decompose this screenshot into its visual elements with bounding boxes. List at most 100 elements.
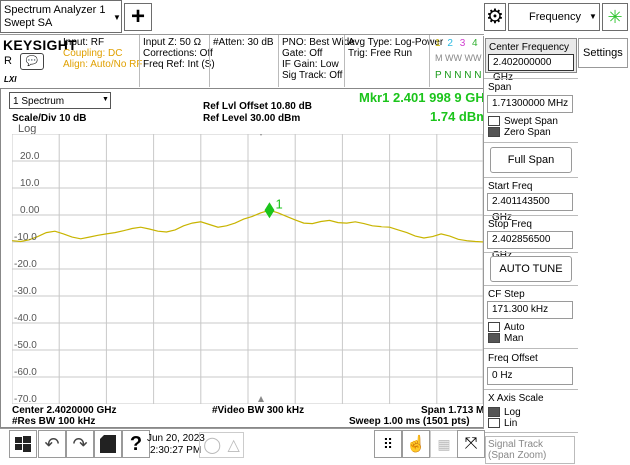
gate-status: Gate: Off [282,48,323,59]
ref-level-offset: Ref Lvl Offset 10.80 dB [203,101,312,112]
screen-name: 1 Spectrum [13,96,65,107]
date-display: Jun 20, 2023 [147,433,205,444]
fullscreen-button[interactable]: ⤧ [457,430,485,458]
trace-types: M WW WW W [435,53,493,63]
spinner-icon: ✳ [607,6,623,27]
span-value: 1.71300000 MHz [492,98,569,109]
local-button[interactable]: 💬 [20,53,44,70]
windows-start-button[interactable] [9,430,37,458]
layout-grid-button[interactable]: ⠿ [374,430,402,458]
center-freq-value: 2.402000000 GHz [493,57,552,83]
start-freq-label: Start Freq [488,181,533,192]
center-freq-field[interactable]: 2.402000000 GHz [488,54,574,83]
trace-3-number: 3 [459,38,468,49]
title-line1: Spectrum Analyzer 1 [4,4,106,16]
y-axis-ticks: 20.0 10.0 0.00 -10.0 -20.0 -30.0 -40.0 -… [2,134,42,405]
stop-freq-field[interactable]: 2.402856500 GHz [487,231,573,261]
graticule-grid [12,134,484,404]
y-tick: -70.0 [14,394,37,405]
settings-tab[interactable]: Settings [578,38,628,68]
y-tick: 0.00 [20,205,40,216]
start-freq-field[interactable]: 2.401143500 GHz [487,193,573,223]
stop-freq-label: Stop Freq [488,219,532,230]
coupling-status: Coupling: DC [63,48,123,59]
full-span-button[interactable]: Full Span [490,147,572,173]
file-button[interactable] [94,430,122,458]
trace-1-number: 1 [435,38,443,49]
y-tick: -60.0 [14,367,37,378]
x-axis-log-label: Log [504,407,521,418]
span-readout: Span 1.713 MHz [421,405,497,416]
zero-span-radio[interactable] [488,127,500,137]
settings-tab-label: Settings [583,47,623,59]
swept-span-radio[interactable] [488,116,500,126]
plus-icon: + [130,3,145,30]
cf-step-auto-label: Auto [504,322,525,333]
avg-type-status: Avg Type: Log-Power [348,37,444,48]
screen-name-dropdown[interactable]: 1 Spectrum ▼ [9,92,111,109]
video-bw-readout: #Video BW 300 kHz [212,405,305,416]
touch-button[interactable]: ☝ [402,430,430,458]
sig-track-status: Sig Track: Off [282,70,343,81]
system-settings-button[interactable]: ⚙ [484,3,506,31]
help-button[interactable]: ? [122,430,150,458]
mode-menu-dropdown[interactable]: Frequency ▼ [508,3,600,31]
spectrum-window[interactable] [0,88,484,428]
title-line2: Swept SA [4,17,53,29]
span-field[interactable]: 1.71300000 MHz [487,95,573,113]
input-status: Input: RF [63,37,105,48]
x-axis-scale-label: X Axis Scale [488,393,544,404]
signal-track-label: Signal Track [488,439,544,450]
undo-icon: ↶ [44,433,60,454]
y-tick: 10.0 [20,178,40,189]
chevron-down-icon: ▼ [113,13,121,22]
busy-indicator: ✳ [602,3,628,31]
x-axis-lin-label: Lin [504,418,518,429]
center-freq-control[interactable]: Center Frequency 2.402000000 GHz [485,38,577,83]
trace-1 [12,209,484,243]
cf-step-field[interactable]: 171.300 kHz [487,301,573,319]
window-title-dropdown[interactable]: Spectrum Analyzer 1 Swept SA ▼ [0,0,122,33]
ref-level: Ref Level 30.00 dBm [203,113,301,124]
redo-icon: ↷ [72,433,88,454]
atten-status: #Atten: 30 dB [213,37,274,48]
auto-tune-button[interactable]: AUTO TUNE [490,256,572,282]
signal-track-button[interactable]: Signal Track (Span Zoom) [485,436,575,464]
center-bottom-marker [258,396,264,402]
trace-detectors: P N N N N N [435,70,492,81]
stop-freq-value: 2.402856500 GHz [492,234,551,261]
expand-icon: ⤧ [464,435,478,452]
grid-dots-icon: ⠿ [382,435,394,452]
cf-step-man-radio[interactable] [488,333,500,343]
y-tick: -50.0 [14,340,37,351]
window-split-button[interactable]: ▦ [430,430,458,458]
cf-step-auto-radio[interactable] [488,322,500,332]
freq-ref-status: Freq Ref: Int (S) [143,59,215,70]
undo-button[interactable]: ↶ [38,430,66,458]
y-tick: -10.0 [14,232,37,243]
x-axis-log-radio[interactable] [488,407,500,417]
freq-offset-field[interactable]: 0 Hz [487,367,573,385]
pno-status: PNO: Best Wide [282,37,355,48]
span-label: Span [488,82,512,93]
windows-icon [15,436,31,452]
marker-1-diamond[interactable] [264,202,275,219]
x-axis-lin-radio[interactable] [488,418,500,428]
marker-1-label: 1 [275,196,282,211]
add-screen-button[interactable]: + [124,3,152,31]
chevron-down-icon: ▼ [589,12,597,21]
brand-logo: KEYSIGHT [3,37,77,53]
status-icons: ◯ △ [199,432,244,458]
input-z-status: Input Z: 50 Ω [143,37,202,48]
swept-span-label: Swept Span [504,116,558,127]
signal-track-sublabel: (Span Zoom) [488,450,547,461]
spectrum-graticule[interactable]: 1 [12,134,484,404]
remote-indicator: R [4,55,12,67]
status-bar [0,34,484,89]
center-freq-label: Center Frequency [489,42,570,53]
cf-step-label: CF Step [488,289,525,300]
redo-button[interactable]: ↷ [66,430,94,458]
corrections-status: Corrections: Off [143,48,213,59]
freq-offset-label: Freq Offset [488,353,538,364]
marker-value: 1.74 dBm [430,109,488,124]
